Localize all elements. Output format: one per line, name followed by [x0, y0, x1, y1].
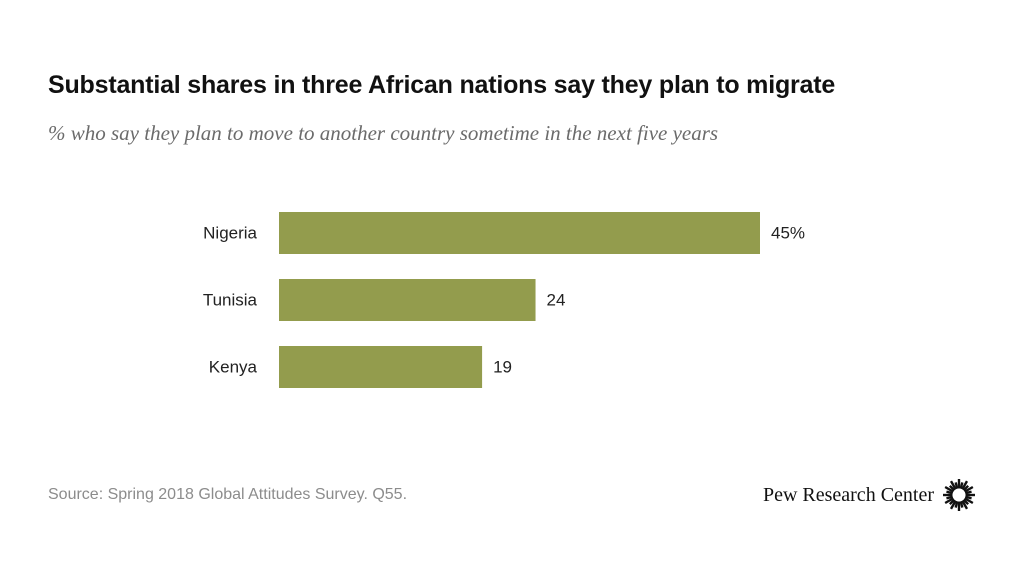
source-note: Source: Spring 2018 Global Attitudes Sur… — [48, 486, 408, 503]
category-label: Kenya — [209, 358, 258, 377]
bar-tunisia — [279, 279, 536, 321]
category-label: Nigeria — [203, 224, 257, 243]
pew-sunburst-icon — [943, 479, 975, 511]
chart-title: Substantial shares in three African nati… — [48, 71, 836, 99]
chart-subtitle: % who say they plan to move to another c… — [48, 121, 719, 145]
value-label: 19 — [493, 358, 512, 377]
brand-name: Pew Research Center — [762, 483, 934, 506]
category-label: Tunisia — [203, 291, 258, 310]
bar-nigeria — [279, 212, 760, 254]
value-label: 45% — [771, 224, 805, 243]
value-label: 24 — [547, 291, 566, 310]
brand-logo: Pew Research Center — [763, 478, 976, 512]
bar-kenya — [279, 346, 483, 388]
